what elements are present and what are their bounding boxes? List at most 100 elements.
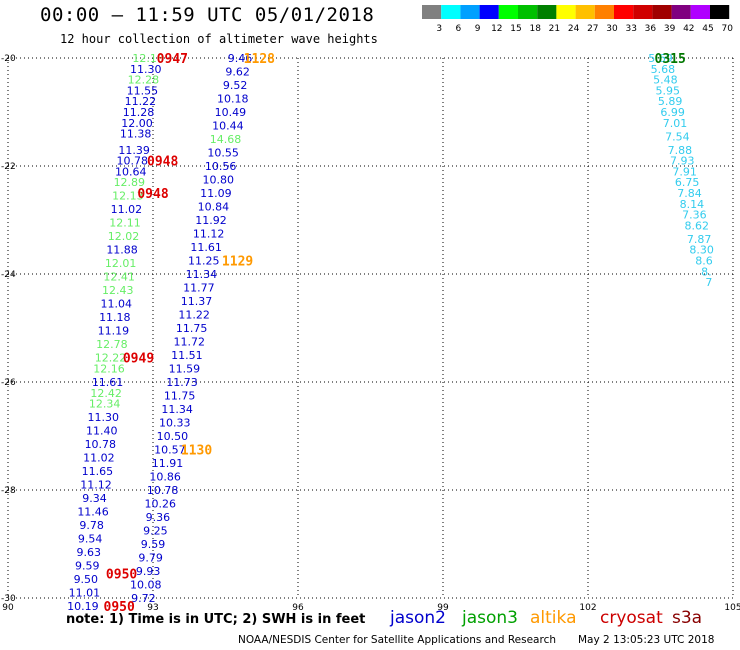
wave-height-point: 11.65 xyxy=(82,465,114,478)
wave-height-point: 7.84 xyxy=(677,187,702,200)
wave-height-point: 11.22 xyxy=(125,95,157,108)
wave-height-point: 11.30 xyxy=(130,63,162,76)
x-tick-label: 96 xyxy=(292,603,304,613)
wave-height-point: 11.18 xyxy=(99,311,131,324)
wave-height-point: 11.59 xyxy=(169,363,201,376)
wave-height-point: 11.75 xyxy=(176,322,208,335)
wave-height-point: 11.22 xyxy=(178,309,210,322)
wave-height-point: 10.26 xyxy=(145,498,177,511)
wave-height-point: 7.88 xyxy=(668,144,693,157)
wave-height-point: 11.28 xyxy=(123,106,155,119)
x-tick-label: 105 xyxy=(724,603,740,613)
legend-label: 30 xyxy=(606,24,618,34)
wave-height-point: 10.19 xyxy=(67,600,99,613)
legend-swatch xyxy=(633,5,653,19)
sat-label-jason2: jason2 xyxy=(390,608,446,628)
wave-height-point: 7.36 xyxy=(682,209,707,222)
wave-height-point: 6.75 xyxy=(675,176,700,189)
wave-height-point: 7.87 xyxy=(687,233,712,246)
wave-height-point: 5.68 xyxy=(651,63,676,76)
wave-height-point: 12.89 xyxy=(114,176,146,189)
pass-time-label: 0950 xyxy=(104,600,135,615)
wave-height-point: 11.72 xyxy=(174,336,206,349)
wave-height-point: 10.78 xyxy=(116,155,148,168)
legend-swatch xyxy=(614,5,634,19)
y-tick-label: -22 xyxy=(1,162,16,172)
wave-height-point: 10.44 xyxy=(212,120,244,133)
wave-height-point: 5.95 xyxy=(656,84,681,97)
wave-height-point: 9.52 xyxy=(223,79,248,92)
wave-height-point: 11.61 xyxy=(92,376,124,389)
wave-height-point: 12.11 xyxy=(109,217,141,230)
wave-height-point: 10.86 xyxy=(149,471,181,484)
wave-height-point: 9.72 xyxy=(131,592,156,605)
pass-time-label: 1129 xyxy=(222,255,253,270)
wave-height-point: 10.18 xyxy=(217,93,249,106)
legend-swatch xyxy=(652,5,672,19)
wave-height-point: 11.12 xyxy=(193,228,225,241)
wave-height-point: 9.62 xyxy=(225,66,250,79)
legend-label: 18 xyxy=(529,24,541,34)
wave-height-point: 11.91 xyxy=(152,457,184,470)
wave-height-point: 9.79 xyxy=(138,552,163,565)
legend-swatch xyxy=(498,5,518,19)
x-tick-label: 99 xyxy=(437,603,449,613)
wave-height-point: 11.12 xyxy=(80,479,112,492)
wave-height-point: 10.78 xyxy=(147,484,179,497)
wave-height-point: 10.33 xyxy=(159,417,191,430)
wave-height-point: 11.38 xyxy=(120,128,152,141)
wave-height-point: 9.59 xyxy=(75,560,100,573)
y-tick-label: -26 xyxy=(1,378,16,388)
legend-label: 36 xyxy=(645,24,657,34)
sat-label-cryosat: cryosat xyxy=(600,608,663,628)
legend-swatch xyxy=(594,5,614,19)
wave-height-point: 12.01 xyxy=(105,257,137,270)
legend-label: 6 xyxy=(456,24,462,34)
pass-time-label: 1128 xyxy=(244,52,275,67)
wave-height-point: 12.22 xyxy=(95,352,127,365)
wave-height-point: 8.62 xyxy=(685,219,710,232)
pass-time-label: 0948 xyxy=(147,155,178,170)
wave-height-point: 8. xyxy=(701,265,712,278)
legend-label: 3 xyxy=(436,24,442,34)
wave-height-point: 5.48 xyxy=(653,74,678,87)
wave-height-point: 12.41 xyxy=(103,271,135,284)
wave-height-point: 11.75 xyxy=(164,390,196,403)
wave-height-point: 7.93 xyxy=(670,155,695,168)
chart-subtitle: 12 hour collection of altimeter wave hei… xyxy=(60,32,378,46)
legend-label: 70 xyxy=(721,24,733,34)
wave-height-point: 11.55 xyxy=(127,84,159,97)
wave-height-point: 9.50 xyxy=(74,573,99,586)
wave-height-point: 10.57 xyxy=(154,444,186,457)
wave-height-point: 10.78 xyxy=(85,438,117,451)
legend-swatch xyxy=(671,5,691,19)
wave-height-point: 9.36 xyxy=(146,511,171,524)
legend-label: 21 xyxy=(549,24,560,34)
wave-height-point: 8.30 xyxy=(689,244,714,257)
legend-label: 24 xyxy=(568,24,580,34)
wave-height-point: 10.84 xyxy=(198,201,230,214)
y-tick-label: -30 xyxy=(1,594,16,604)
legend-swatch xyxy=(460,5,480,19)
wave-height-point: 10.55 xyxy=(207,147,239,160)
wave-height-point: 9.78 xyxy=(79,519,104,532)
wave-height-point: 14.68 xyxy=(210,133,242,146)
legend-label: 42 xyxy=(683,24,694,34)
legend-label: 39 xyxy=(664,24,676,34)
legend-swatch xyxy=(518,5,538,19)
legend-swatch xyxy=(710,5,730,19)
x-tick-label: 90 xyxy=(2,603,14,613)
wave-height-point: 12.16 xyxy=(93,363,125,376)
legend-swatch xyxy=(575,5,595,19)
wave-height-point: 11.40 xyxy=(86,425,118,438)
wave-height-point: 10.56 xyxy=(205,160,237,173)
chart-title: 00:00 – 11:59 UTC 05/01/2018 xyxy=(40,4,375,26)
wave-height-point: 11.30 xyxy=(87,411,119,424)
pass-time-label: 0948 xyxy=(137,187,168,202)
legend-swatch xyxy=(556,5,576,19)
legend-swatch xyxy=(690,5,710,19)
wave-height-point: 9.46 xyxy=(228,52,253,65)
wave-height-point: 8.14 xyxy=(680,198,705,211)
